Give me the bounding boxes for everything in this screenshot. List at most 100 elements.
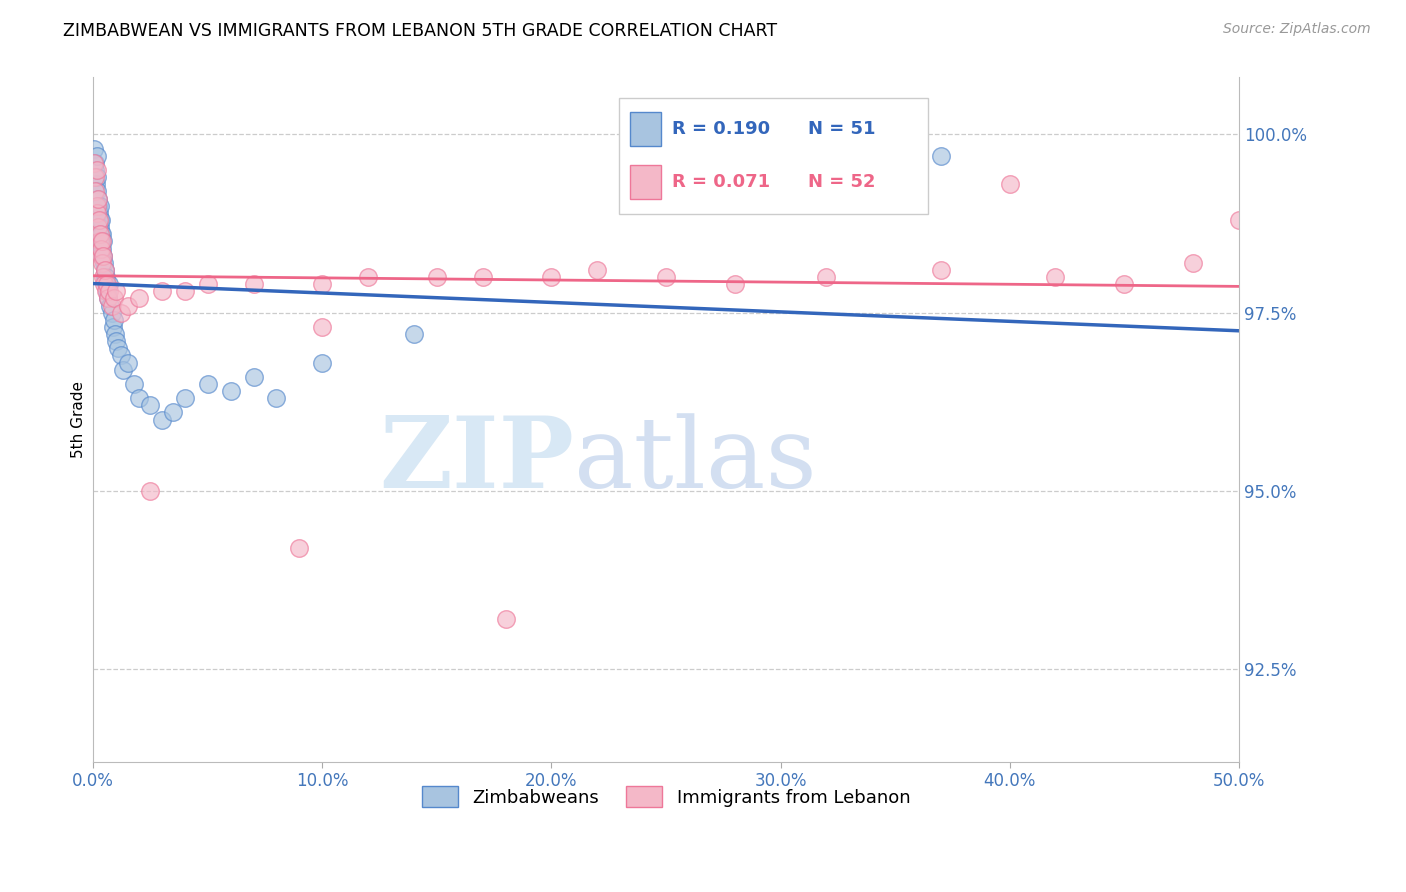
Point bbox=[1181, 256, 1204, 270]
Point bbox=[105, 334, 128, 349]
Point bbox=[89, 249, 111, 263]
Point bbox=[402, 327, 425, 342]
Text: R = 0.190: R = 0.190 bbox=[672, 120, 770, 138]
Point bbox=[124, 376, 146, 391]
Point bbox=[93, 270, 115, 285]
Point bbox=[311, 320, 333, 334]
Point bbox=[1114, 277, 1136, 292]
Point bbox=[103, 292, 125, 306]
Point bbox=[87, 192, 110, 206]
Point bbox=[84, 163, 107, 178]
Point bbox=[84, 156, 107, 170]
Point bbox=[86, 149, 108, 163]
Point bbox=[94, 263, 117, 277]
Text: Source: ZipAtlas.com: Source: ZipAtlas.com bbox=[1223, 22, 1371, 37]
Point bbox=[197, 376, 219, 391]
Point bbox=[1227, 213, 1250, 227]
Point bbox=[288, 541, 311, 555]
Point bbox=[89, 220, 111, 235]
Text: R = 0.071: R = 0.071 bbox=[672, 173, 770, 191]
Point bbox=[96, 285, 118, 299]
Point bbox=[86, 185, 108, 199]
Point bbox=[90, 242, 112, 256]
Point bbox=[197, 277, 219, 292]
Point bbox=[929, 149, 952, 163]
Point bbox=[98, 285, 121, 299]
Point bbox=[87, 213, 110, 227]
Point bbox=[93, 256, 115, 270]
Point bbox=[110, 306, 132, 320]
Legend: Zimbabweans, Immigrants from Lebanon: Zimbabweans, Immigrants from Lebanon bbox=[415, 779, 918, 814]
Point bbox=[150, 285, 173, 299]
Point bbox=[83, 156, 105, 170]
Point bbox=[311, 355, 333, 369]
Point bbox=[150, 412, 173, 426]
Point bbox=[89, 213, 111, 227]
Point bbox=[89, 199, 111, 213]
Point bbox=[495, 612, 517, 626]
Point bbox=[117, 299, 139, 313]
Point bbox=[101, 320, 124, 334]
Point bbox=[128, 292, 150, 306]
Point bbox=[103, 313, 125, 327]
Y-axis label: 5th Grade: 5th Grade bbox=[72, 381, 86, 458]
Point bbox=[86, 199, 108, 213]
Point bbox=[87, 206, 110, 220]
Point bbox=[87, 192, 110, 206]
Point bbox=[97, 292, 120, 306]
Point bbox=[110, 348, 132, 362]
Point bbox=[84, 170, 107, 185]
Point bbox=[219, 384, 242, 398]
Point bbox=[90, 242, 112, 256]
Point bbox=[98, 277, 121, 292]
Point bbox=[586, 263, 609, 277]
Text: atlas: atlas bbox=[574, 413, 817, 508]
Point bbox=[540, 270, 562, 285]
Point bbox=[93, 249, 115, 263]
Point bbox=[96, 277, 118, 292]
Point bbox=[107, 341, 129, 355]
Point bbox=[998, 178, 1021, 192]
Point bbox=[173, 285, 195, 299]
Point bbox=[93, 263, 115, 277]
Point bbox=[104, 327, 127, 342]
Point bbox=[98, 299, 121, 313]
Point bbox=[162, 405, 184, 419]
Point bbox=[815, 270, 838, 285]
Point bbox=[87, 199, 110, 213]
Point bbox=[1045, 270, 1067, 285]
Point bbox=[105, 285, 128, 299]
Point bbox=[94, 277, 117, 292]
Point bbox=[100, 299, 122, 313]
Point bbox=[89, 235, 111, 249]
Point bbox=[128, 391, 150, 405]
Point bbox=[97, 292, 120, 306]
Point bbox=[929, 263, 952, 277]
Point bbox=[724, 277, 747, 292]
Point bbox=[91, 270, 114, 285]
Point bbox=[91, 227, 114, 242]
Point bbox=[86, 163, 108, 178]
Point bbox=[87, 220, 110, 235]
Point bbox=[242, 369, 264, 384]
Point bbox=[655, 270, 678, 285]
Point bbox=[311, 277, 333, 292]
Point bbox=[139, 398, 162, 412]
Point bbox=[357, 270, 380, 285]
Point bbox=[94, 285, 117, 299]
Point bbox=[426, 270, 449, 285]
Point bbox=[91, 249, 114, 263]
Point bbox=[242, 277, 264, 292]
Point bbox=[84, 185, 107, 199]
Point bbox=[173, 391, 195, 405]
Point bbox=[86, 170, 108, 185]
Point bbox=[86, 206, 108, 220]
Point bbox=[84, 178, 107, 192]
Point bbox=[93, 277, 115, 292]
Point bbox=[100, 306, 122, 320]
Point bbox=[90, 213, 112, 227]
Point bbox=[89, 227, 111, 242]
Point bbox=[111, 362, 134, 376]
Point bbox=[90, 235, 112, 249]
Point bbox=[93, 235, 115, 249]
